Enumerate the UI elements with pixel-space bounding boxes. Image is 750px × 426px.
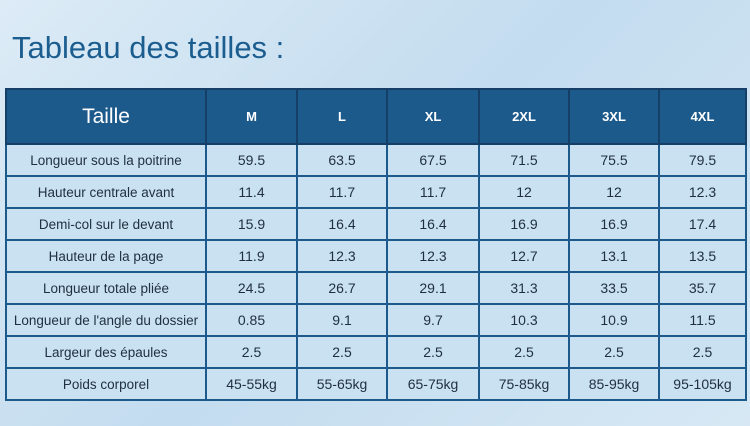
cell: 0.85 bbox=[205, 303, 298, 337]
cell: 67.5 bbox=[386, 143, 480, 177]
row-label: Poids corporel bbox=[5, 367, 207, 401]
table-row: Hauteur centrale avant 11.4 11.7 11.7 12 12 12… bbox=[5, 175, 747, 209]
cell: 2.5 bbox=[386, 335, 480, 369]
cell: 75.5 bbox=[568, 143, 660, 177]
cell: 85-95kg bbox=[568, 367, 660, 401]
size-table: Taille M L XL 2XL 3XL 4XL Longueur sous la poi… bbox=[5, 88, 747, 401]
row-label: Hauteur centrale avant bbox=[5, 175, 207, 209]
cell: 33.5 bbox=[568, 271, 660, 305]
cell: 24.5 bbox=[205, 271, 298, 305]
cell: 10.3 bbox=[478, 303, 570, 337]
table-body: Longueur sous la poitrine 59.5 63.5 67.5 71.… bbox=[5, 143, 747, 401]
page-title: Tableau des tailles : bbox=[12, 30, 285, 65]
row-label: Longueur de l'angle du dossier bbox=[5, 303, 207, 337]
cell: 2.5 bbox=[296, 335, 388, 369]
table-row: Longueur totale pliée 24.5 26.7 29.1 31.3 33.… bbox=[5, 271, 747, 305]
cell: 2.5 bbox=[205, 335, 298, 369]
row-label: Hauteur de la page bbox=[5, 239, 207, 273]
row-label: Longueur sous la poitrine bbox=[5, 143, 207, 177]
column-header: Taille bbox=[5, 88, 207, 145]
column-header: M bbox=[205, 88, 298, 145]
table-row: Largeur des épaules 2.5 2.5 2.5 2.5 2.5 2.5 bbox=[5, 335, 747, 369]
cell: 35.7 bbox=[658, 271, 747, 305]
cell: 79.5 bbox=[658, 143, 747, 177]
cell: 16.9 bbox=[568, 207, 660, 241]
table-row: Demi-col sur le devant 15.9 16.4 16.4 16.9 16… bbox=[5, 207, 747, 241]
cell: 11.5 bbox=[658, 303, 747, 337]
cell: 59.5 bbox=[205, 143, 298, 177]
cell: 15.9 bbox=[205, 207, 298, 241]
cell: 9.1 bbox=[296, 303, 388, 337]
cell: 63.5 bbox=[296, 143, 388, 177]
cell: 75-85kg bbox=[478, 367, 570, 401]
cell: 31.3 bbox=[478, 271, 570, 305]
cell: 12 bbox=[568, 175, 660, 209]
cell: 45-55kg bbox=[205, 367, 298, 401]
cell: 2.5 bbox=[658, 335, 747, 369]
cell: 11.7 bbox=[296, 175, 388, 209]
column-header: L bbox=[296, 88, 388, 145]
cell: 12 bbox=[478, 175, 570, 209]
row-label: Longueur totale pliée bbox=[5, 271, 207, 305]
cell: 11.7 bbox=[386, 175, 480, 209]
header-row: Taille M L XL 2XL 3XL 4XL bbox=[5, 88, 747, 145]
cell: 95-105kg bbox=[658, 367, 747, 401]
row-label: Demi-col sur le devant bbox=[5, 207, 207, 241]
column-header: 4XL bbox=[658, 88, 747, 145]
cell: 17.4 bbox=[658, 207, 747, 241]
cell: 29.1 bbox=[386, 271, 480, 305]
table-row: Hauteur de la page 11.9 12.3 12.3 12.7 13.1 13… bbox=[5, 239, 747, 273]
cell: 16.9 bbox=[478, 207, 570, 241]
cell: 12.3 bbox=[658, 175, 747, 209]
cell: 12.3 bbox=[296, 239, 388, 273]
cell: 2.5 bbox=[568, 335, 660, 369]
cell: 2.5 bbox=[478, 335, 570, 369]
cell: 10.9 bbox=[568, 303, 660, 337]
column-header: 3XL bbox=[568, 88, 660, 145]
table-row: Longueur sous la poitrine 59.5 63.5 67.5 71.… bbox=[5, 143, 747, 177]
cell: 9.7 bbox=[386, 303, 480, 337]
table-row: Poids corporel 45-55kg 55-65kg 65-75kg 75-85… bbox=[5, 367, 747, 401]
cell: 13.5 bbox=[658, 239, 747, 273]
cell: 26.7 bbox=[296, 271, 388, 305]
cell: 16.4 bbox=[386, 207, 480, 241]
cell: 55-65kg bbox=[296, 367, 388, 401]
cell: 11.9 bbox=[205, 239, 298, 273]
cell: 12.3 bbox=[386, 239, 480, 273]
cell: 11.4 bbox=[205, 175, 298, 209]
column-header: 2XL bbox=[478, 88, 570, 145]
cell: 16.4 bbox=[296, 207, 388, 241]
cell: 65-75kg bbox=[386, 367, 480, 401]
cell: 12.7 bbox=[478, 239, 570, 273]
cell: 13.1 bbox=[568, 239, 660, 273]
table-row: Longueur de l'angle du dossier 0.85 9.1 9.7… bbox=[5, 303, 747, 337]
cell: 71.5 bbox=[478, 143, 570, 177]
column-header: XL bbox=[386, 88, 480, 145]
row-label: Largeur des épaules bbox=[5, 335, 207, 369]
